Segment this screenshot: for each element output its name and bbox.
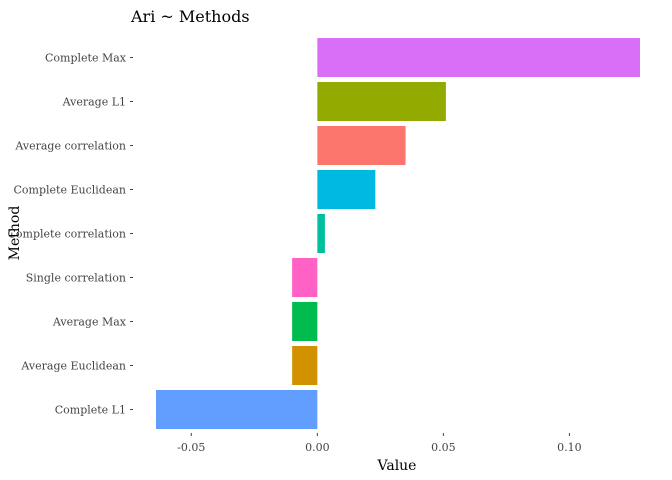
y-tick-label: Complete L1 — [55, 404, 126, 417]
bar-complete-correlation — [317, 214, 325, 253]
y-tick-label: Single correlation — [26, 272, 126, 285]
y-axis: Complete Max Average L1 Average correlatio… — [8, 52, 133, 417]
bars-group — [156, 38, 640, 429]
y-tick-label: Average Euclidean — [20, 360, 126, 373]
bar-average-correlation — [317, 126, 406, 165]
bar-average-l1 — [317, 82, 446, 121]
x-axis: -0.05 0.00 0.05 0.10 — [177, 433, 582, 454]
y-axis-title: Method — [7, 206, 23, 261]
bar-complete-l1 — [156, 390, 318, 429]
bar-average-euclidean — [292, 346, 318, 385]
x-axis-title: Value — [377, 458, 417, 474]
x-tick-label: 0.10 — [557, 441, 582, 454]
x-tick-label: 0.05 — [431, 441, 456, 454]
x-tick-label: 0.00 — [305, 441, 330, 454]
y-tick-label: Complete Max — [45, 52, 127, 65]
bar-average-max — [292, 302, 318, 341]
y-tick-label: Complete correlation — [8, 228, 127, 241]
bar-complete-euclidean — [317, 170, 376, 209]
y-tick-label: Average Max — [52, 316, 127, 329]
bar-complete-max — [317, 38, 640, 77]
y-tick-label: Average L1 — [62, 96, 126, 109]
y-tick-label: Average correlation — [14, 140, 126, 153]
bar-single-correlation — [292, 258, 318, 297]
y-tick-label: Complete Euclidean — [14, 184, 126, 197]
chart-title: Ari ~ Methods — [130, 7, 250, 26]
x-tick-label: -0.05 — [177, 441, 205, 454]
